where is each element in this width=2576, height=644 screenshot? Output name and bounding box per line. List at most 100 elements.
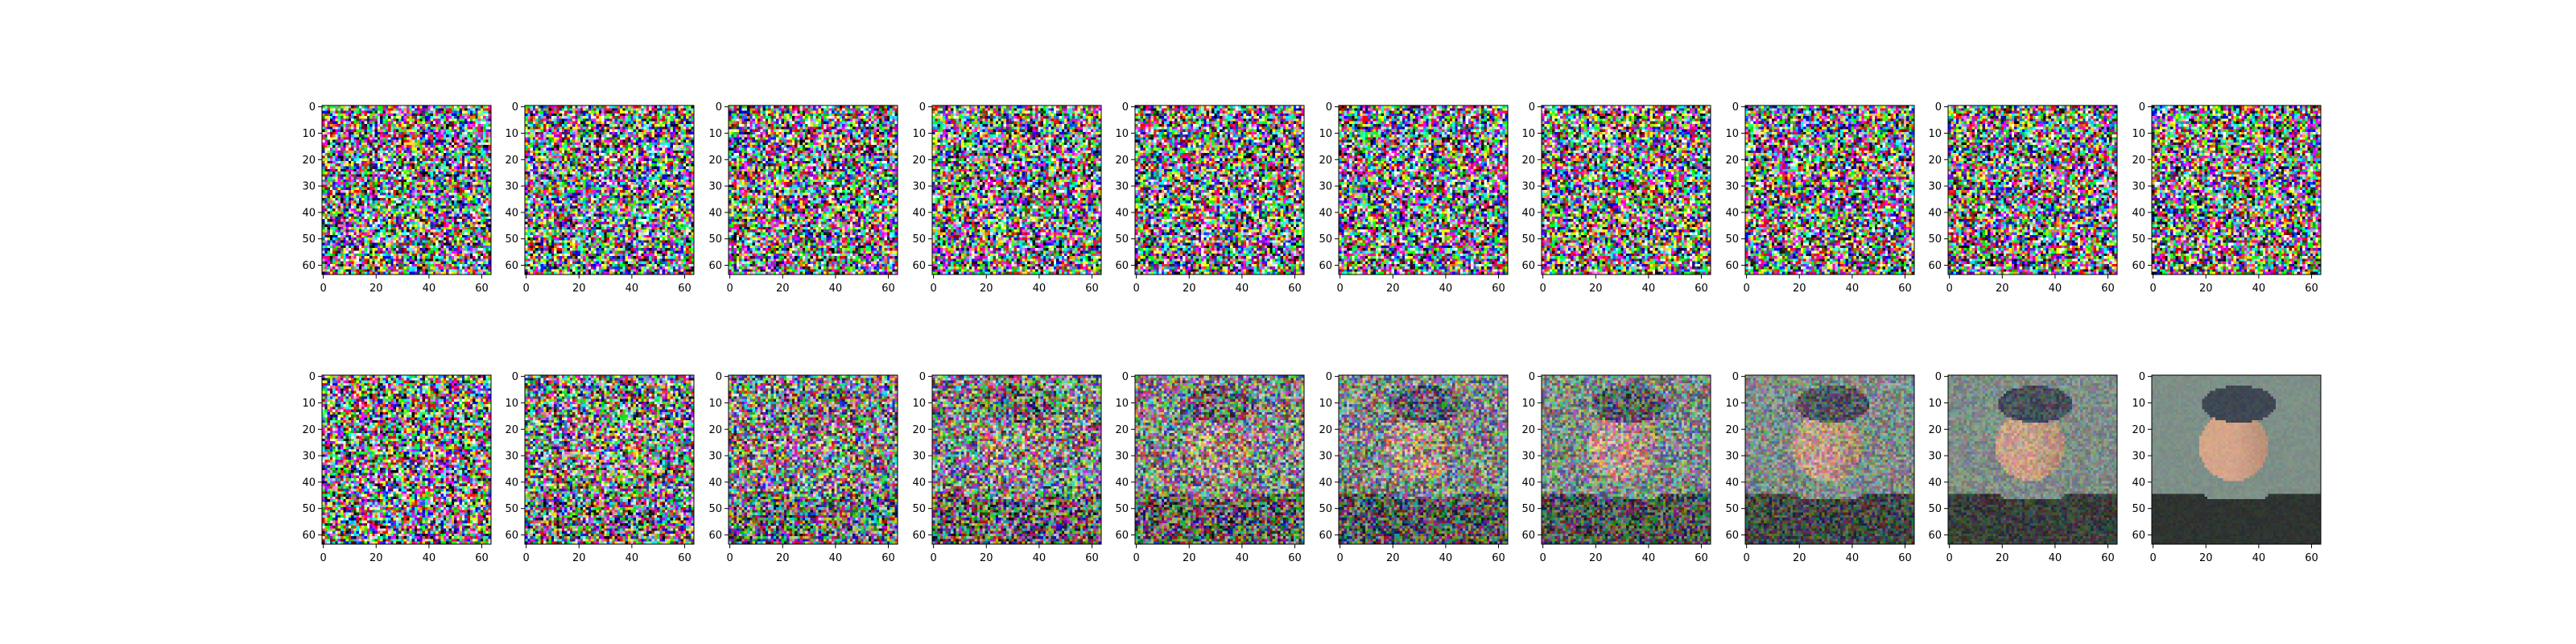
- y-tick-label: 10: [2132, 398, 2145, 410]
- x-tick-label: 0: [1133, 552, 1140, 564]
- y-tick-label: 50: [1521, 503, 1535, 515]
- y-tick-label: 0: [309, 371, 316, 383]
- image-top-1: [322, 105, 491, 275]
- y-tick-label: 40: [1115, 207, 1129, 219]
- y-tick-label: 50: [912, 503, 926, 515]
- y-tick-label: 50: [1115, 503, 1129, 515]
- axes-frame: [1338, 374, 1509, 545]
- y-tick-label: 30: [1521, 451, 1535, 463]
- y-tick-label: 60: [708, 530, 722, 542]
- x-tick-label: 0: [1744, 552, 1750, 564]
- y-tick-label: 0: [919, 101, 926, 114]
- y-tick-label: 50: [708, 503, 722, 515]
- image-bottom-5: [1135, 375, 1304, 544]
- panel-top-2: 0 20 40 60 0 10 20 30 40 50 60: [505, 101, 695, 295]
- y-tick-label: 40: [1115, 477, 1129, 489]
- axes-frame: [1134, 374, 1305, 545]
- y-tick-label: 0: [716, 101, 722, 114]
- y-tick-label: 30: [1928, 451, 1942, 463]
- y-tick-label: 40: [708, 207, 722, 219]
- y-tick-label: 10: [505, 398, 518, 410]
- x-tick-label: 0: [931, 552, 937, 564]
- y-tick-label: 0: [716, 371, 722, 383]
- y-tick-label: 40: [1521, 207, 1535, 219]
- y-tick-label: 60: [2132, 530, 2145, 542]
- y-tick-label: 30: [505, 181, 518, 193]
- x-tick-label: 20: [776, 552, 790, 564]
- y-tick-label: 30: [1319, 181, 1332, 193]
- y-tick-label: 50: [1521, 233, 1535, 246]
- x-tick-label: 0: [2150, 552, 2157, 564]
- image-bottom-7: [1542, 375, 1711, 544]
- y-tick-label: 0: [512, 371, 518, 383]
- panel-top-7: 0 20 40 60 0 10 20 30 40 50 60: [1521, 101, 1711, 295]
- y-tick-label: 10: [302, 128, 316, 140]
- x-tick-label: 40: [1846, 552, 1860, 564]
- y-tick-label: 60: [1725, 530, 1739, 542]
- x-tick-label: 0: [1540, 283, 1546, 295]
- x-tick-label: 20: [1183, 283, 1196, 295]
- x-tick-label: 40: [2049, 552, 2062, 564]
- y-tick-label: 30: [912, 451, 926, 463]
- y-tick-label: 10: [708, 128, 722, 140]
- y-tick-label: 50: [912, 233, 926, 246]
- axes-frame: [321, 374, 492, 545]
- y-tick-label: 0: [309, 101, 316, 114]
- y-tick-label: 20: [1725, 155, 1739, 167]
- x-tick-label: 0: [1744, 283, 1750, 295]
- x-tick-label: 0: [1337, 552, 1344, 564]
- axes-frame: [1947, 374, 2118, 545]
- axes-frame: [321, 105, 492, 275]
- y-tick-label: 40: [1521, 477, 1535, 489]
- panel-bottom-4: 0 20 40 60 0 10 20 30 40 50 60: [912, 371, 1102, 564]
- y-tick-label: 30: [708, 451, 722, 463]
- y-tick-label: 40: [2132, 477, 2145, 489]
- y-tick-label: 60: [708, 260, 722, 272]
- panel-top-8: 0 20 40 60 0 10 20 30 40 50 60: [1725, 101, 1915, 295]
- y-tick-label: 50: [2132, 233, 2145, 246]
- x-tick-label: 40: [1033, 283, 1046, 295]
- image-bottom-4: [932, 375, 1101, 544]
- y-tick-label: 60: [1928, 260, 1942, 272]
- image-top-3: [729, 105, 898, 275]
- x-tick-label: 60: [881, 552, 895, 564]
- y-tick-label: 60: [1521, 530, 1535, 542]
- y-tick-label: 50: [1319, 233, 1332, 246]
- image-top-7: [1542, 105, 1711, 275]
- y-tick-label: 60: [302, 530, 316, 542]
- y-tick-label: 10: [1521, 398, 1535, 410]
- y-tick-label: 10: [1928, 398, 1942, 410]
- x-tick-label: 60: [2305, 283, 2318, 295]
- x-tick-label: 60: [1085, 552, 1099, 564]
- x-tick-label: 20: [1996, 552, 2009, 564]
- x-tick-label: 20: [1386, 283, 1400, 295]
- x-tick-label: 60: [2305, 552, 2318, 564]
- axes-frame: [1338, 105, 1509, 275]
- x-tick-label: 40: [1236, 552, 1249, 564]
- x-tick-label: 0: [320, 552, 327, 564]
- axes-frame: [1541, 105, 1711, 275]
- y-tick-label: 60: [1521, 260, 1535, 272]
- y-tick-label: 20: [2132, 424, 2145, 436]
- y-tick-label: 0: [1935, 371, 1942, 383]
- x-tick-label: 40: [423, 552, 436, 564]
- x-tick-label: 40: [625, 283, 639, 295]
- axes-frame: [1947, 105, 2118, 275]
- x-tick-label: 20: [2199, 552, 2213, 564]
- axes-frame: [1744, 374, 1915, 545]
- y-tick-label: 60: [505, 260, 518, 272]
- panel-top-5: 0 20 40 60 0 10 20 30 40 50 60: [1115, 101, 1305, 295]
- x-tick-label: 40: [1642, 552, 1656, 564]
- y-tick-label: 60: [1115, 260, 1129, 272]
- y-tick-label: 40: [912, 207, 926, 219]
- image-bottom-1: [322, 375, 491, 544]
- x-tick-label: 20: [980, 552, 993, 564]
- x-tick-label: 40: [1439, 552, 1453, 564]
- x-tick-label: 0: [1540, 552, 1546, 564]
- x-tick-label: 0: [1946, 283, 1953, 295]
- x-tick-label: 60: [1695, 552, 1708, 564]
- y-tick-label: 10: [1725, 398, 1739, 410]
- y-tick-label: 50: [1115, 233, 1129, 246]
- x-tick-label: 40: [2049, 283, 2062, 295]
